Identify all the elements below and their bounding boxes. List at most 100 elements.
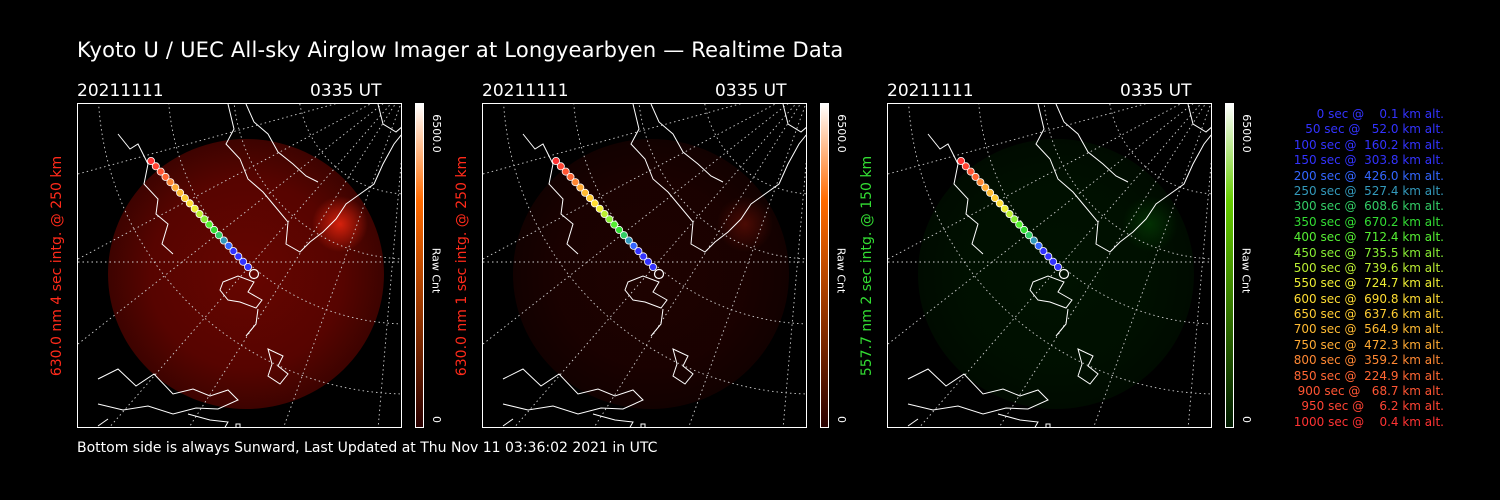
legend-row: 400 sec @ 712.4 km alt. xyxy=(1289,230,1444,245)
colorbar-max-label: 6500.0 xyxy=(834,113,848,153)
trajectory-marker xyxy=(615,225,624,234)
page-title: Kyoto U / UEC All-sky Airglow Imager at … xyxy=(77,38,844,62)
legend-row: 300 sec @ 608.6 km alt. xyxy=(1289,199,1444,214)
aurora-spot xyxy=(1122,196,1178,252)
airglow-disc xyxy=(918,139,1194,409)
trajectory-marker xyxy=(600,210,609,219)
trajectory-marker xyxy=(971,172,980,181)
trajectory-marker xyxy=(634,247,643,256)
trajectory-marker xyxy=(1049,257,1058,266)
colorbar xyxy=(820,103,829,428)
colorbar-min-label: 0 xyxy=(429,415,443,423)
allsky-image xyxy=(482,103,807,428)
trajectory-marker xyxy=(234,252,243,261)
trajectory-marker xyxy=(966,167,975,176)
trajectory-marker xyxy=(990,194,999,203)
coastline xyxy=(502,104,806,427)
colorbar-unit-label: Raw Cnt xyxy=(429,247,443,293)
panel-time: 0335 UT xyxy=(1120,81,1192,101)
trajectory-marker xyxy=(585,194,594,203)
trajectory-marker xyxy=(1000,204,1009,213)
trajectory-marker xyxy=(986,188,995,197)
trajectory-marker xyxy=(156,167,165,176)
legend-row: 950 sec @ 6.2 km alt. xyxy=(1297,399,1444,414)
legend-row: 500 sec @ 739.6 km alt. xyxy=(1289,260,1444,275)
trajectory-marker xyxy=(219,236,228,245)
trajectory-marker xyxy=(624,236,633,245)
trajectory-marker xyxy=(644,257,653,266)
colorbar-unit-label: Raw Cnt xyxy=(834,247,848,293)
trajectory-marker xyxy=(1024,231,1033,240)
trajectory-marker xyxy=(976,178,985,187)
imager-panel-630-4sec: 20211111 0335 UT 630.0 nm 4 sec intg. @ … xyxy=(49,80,497,430)
legend-row: 550 sec @ 724.7 km alt. xyxy=(1289,276,1444,291)
trajectory-marker xyxy=(224,241,233,250)
panel-time: 0335 UT xyxy=(715,81,787,101)
legend-row: 150 sec @ 303.8 km alt. xyxy=(1289,153,1444,168)
trajectory-marker xyxy=(205,220,214,229)
sunward-marker xyxy=(1045,423,1051,427)
legend-row: 800 sec @ 359.2 km alt. xyxy=(1289,353,1444,368)
panel-date: 20211111 xyxy=(482,81,569,101)
trajectory-marker xyxy=(185,199,194,208)
trajectory-marker xyxy=(981,183,990,192)
panel-date: 20211111 xyxy=(77,81,164,101)
trajectory-marker xyxy=(1015,220,1024,229)
trajectory-marker xyxy=(561,167,570,176)
coastline xyxy=(97,104,401,427)
trajectory-marker xyxy=(171,183,180,192)
station-marker xyxy=(248,268,260,280)
airglow-disc xyxy=(513,139,789,409)
trajectory-marker xyxy=(648,262,657,271)
trajectory-marker xyxy=(629,241,638,250)
sunward-marker xyxy=(235,423,241,427)
trajectory-marker xyxy=(200,215,209,224)
trajectory-marker xyxy=(605,215,614,224)
trajectory-marker xyxy=(581,188,590,197)
trajectory-marker xyxy=(161,172,170,181)
legend-row: 600 sec @ 690.8 km alt. xyxy=(1289,291,1444,306)
aurora-spot xyxy=(312,196,368,252)
trajectory-marker xyxy=(556,162,565,171)
trajectory-marker xyxy=(1044,252,1053,261)
panel-time: 0335 UT xyxy=(310,81,382,101)
station-marker xyxy=(1058,268,1070,280)
aurora-spot xyxy=(717,196,773,252)
trajectory-marker xyxy=(210,225,219,234)
trajectory-marker xyxy=(576,183,585,192)
colorbar xyxy=(1225,103,1234,428)
trajectory-marker xyxy=(190,204,199,213)
trajectory-marker xyxy=(610,220,619,229)
channel-label: 557.7 nm 2 sec intg. @ 150 km xyxy=(859,155,875,376)
trajectory-marker xyxy=(147,157,156,166)
channel-label: 630.0 nm 1 sec intg. @ 250 km xyxy=(454,155,470,376)
trajectory-marker xyxy=(166,178,175,187)
legend-row: 650 sec @ 637.6 km alt. xyxy=(1289,307,1444,322)
trajectory-marker xyxy=(195,210,204,219)
sky-map xyxy=(888,104,1211,427)
sunward-marker xyxy=(640,423,646,427)
trajectory-marker xyxy=(1005,210,1014,219)
colorbar-min-label: 0 xyxy=(834,415,848,423)
trajectory-marker xyxy=(176,188,185,197)
trajectory-marker xyxy=(151,162,160,171)
colorbar-unit-label: Raw Cnt xyxy=(1239,247,1253,293)
trajectory-marker xyxy=(229,247,238,256)
legend-row: 450 sec @ 735.5 km alt. xyxy=(1289,245,1444,260)
trajectory-legend: 0 sec @ 0.1 km alt. 50 sec @ 52.0 km alt… xyxy=(1262,107,1444,430)
trajectory-marker xyxy=(1039,247,1048,256)
legend-row: 850 sec @ 224.9 km alt. xyxy=(1289,368,1444,383)
trajectory-marker xyxy=(590,199,599,208)
trajectory-marker xyxy=(214,231,223,240)
allsky-image xyxy=(887,103,1212,428)
legend-row: 700 sec @ 564.9 km alt. xyxy=(1289,322,1444,337)
imager-panel-557-2sec: 20211111 0335 UT 557.7 nm 2 sec intg. @ … xyxy=(859,80,1307,430)
station-marker xyxy=(653,268,665,280)
legend-row: 250 sec @ 527.4 km alt. xyxy=(1289,183,1444,198)
legend-row: 350 sec @ 670.2 km alt. xyxy=(1289,214,1444,229)
trajectory-marker xyxy=(566,172,575,181)
trajectory-marker xyxy=(239,257,248,266)
legend-row: 100 sec @ 160.2 km alt. xyxy=(1289,137,1444,152)
trajectory-marker xyxy=(961,162,970,171)
colorbar-min-label: 0 xyxy=(1239,415,1253,423)
